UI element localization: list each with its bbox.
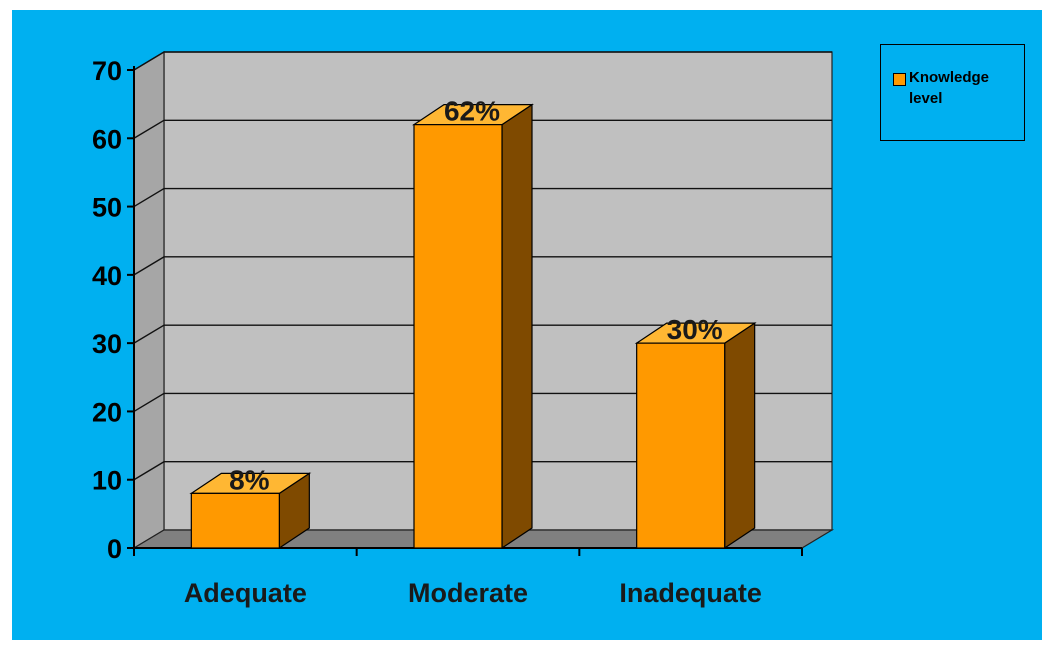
y-tick-label: 40	[92, 261, 122, 291]
x-category-label: Inadequate	[619, 578, 762, 608]
bar-chart: 0 10 20 30 40 50 60 70 8% Adequate 62% Moderate 30% I…	[92, 50, 835, 608]
gridline	[133, 392, 832, 413]
legend-swatch	[893, 73, 906, 86]
gridline	[133, 187, 832, 208]
y-tick-label: 50	[92, 193, 122, 223]
gridline	[133, 324, 832, 344]
x-category-label: Adequate	[184, 578, 307, 608]
y-tick-label: 20	[92, 397, 122, 427]
x-category-label: Moderate	[408, 578, 528, 608]
bar	[636, 342, 726, 549]
bar-side	[724, 322, 756, 550]
side-wall	[133, 50, 165, 550]
chart-frame: 0 10 20 30 40 50 60 70 8% Adequate 62% Moderate 30% I…	[12, 10, 1042, 640]
bar	[413, 124, 503, 549]
data-label: 30%	[667, 314, 723, 345]
y-tick-label: 0	[107, 534, 122, 564]
gridline	[133, 461, 832, 481]
data-label: 8%	[229, 464, 270, 495]
legend: Knowledge level	[880, 44, 1025, 141]
bar-side	[501, 103, 533, 550]
y-tick-label: 10	[92, 466, 122, 496]
gridline	[133, 119, 832, 139]
legend-label: Knowledge level	[909, 69, 990, 107]
y-tick-label: 70	[92, 56, 122, 86]
gridline	[133, 51, 832, 71]
y-tick-label: 30	[92, 329, 122, 359]
gridline	[133, 256, 832, 276]
data-label: 62%	[444, 96, 500, 127]
y-tick-label: 60	[92, 124, 122, 154]
bar	[190, 492, 280, 549]
